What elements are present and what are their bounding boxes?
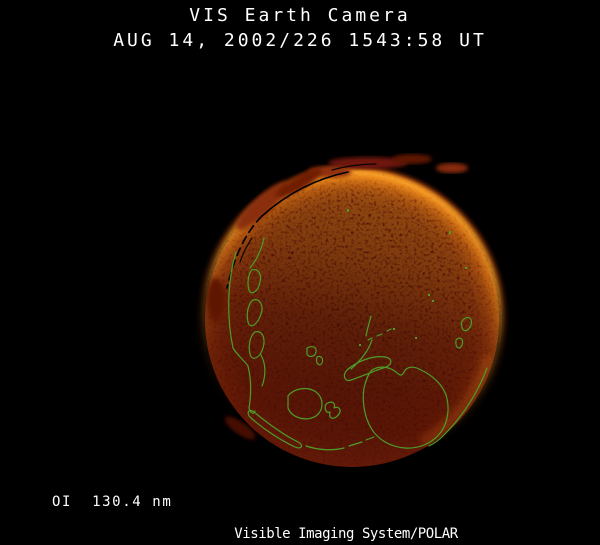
terminator-line <box>226 163 377 289</box>
wavelength-label: OI 130.4 nm <box>52 494 173 510</box>
image-title: VIS Earth Camera <box>189 5 411 26</box>
aurora-speckle <box>202 170 502 470</box>
image-timestamp: AUG 14, 2002/226 1543:58 UT <box>113 30 487 51</box>
green-specks <box>347 209 467 346</box>
credits-block: Visible Imaging System/POLAR The Univers… <box>218 494 474 545</box>
coastline-overlay <box>228 237 488 451</box>
aurora-fringe <box>207 154 468 440</box>
credit-line-instrument: Visible Imaging System/POLAR <box>234 526 458 542</box>
